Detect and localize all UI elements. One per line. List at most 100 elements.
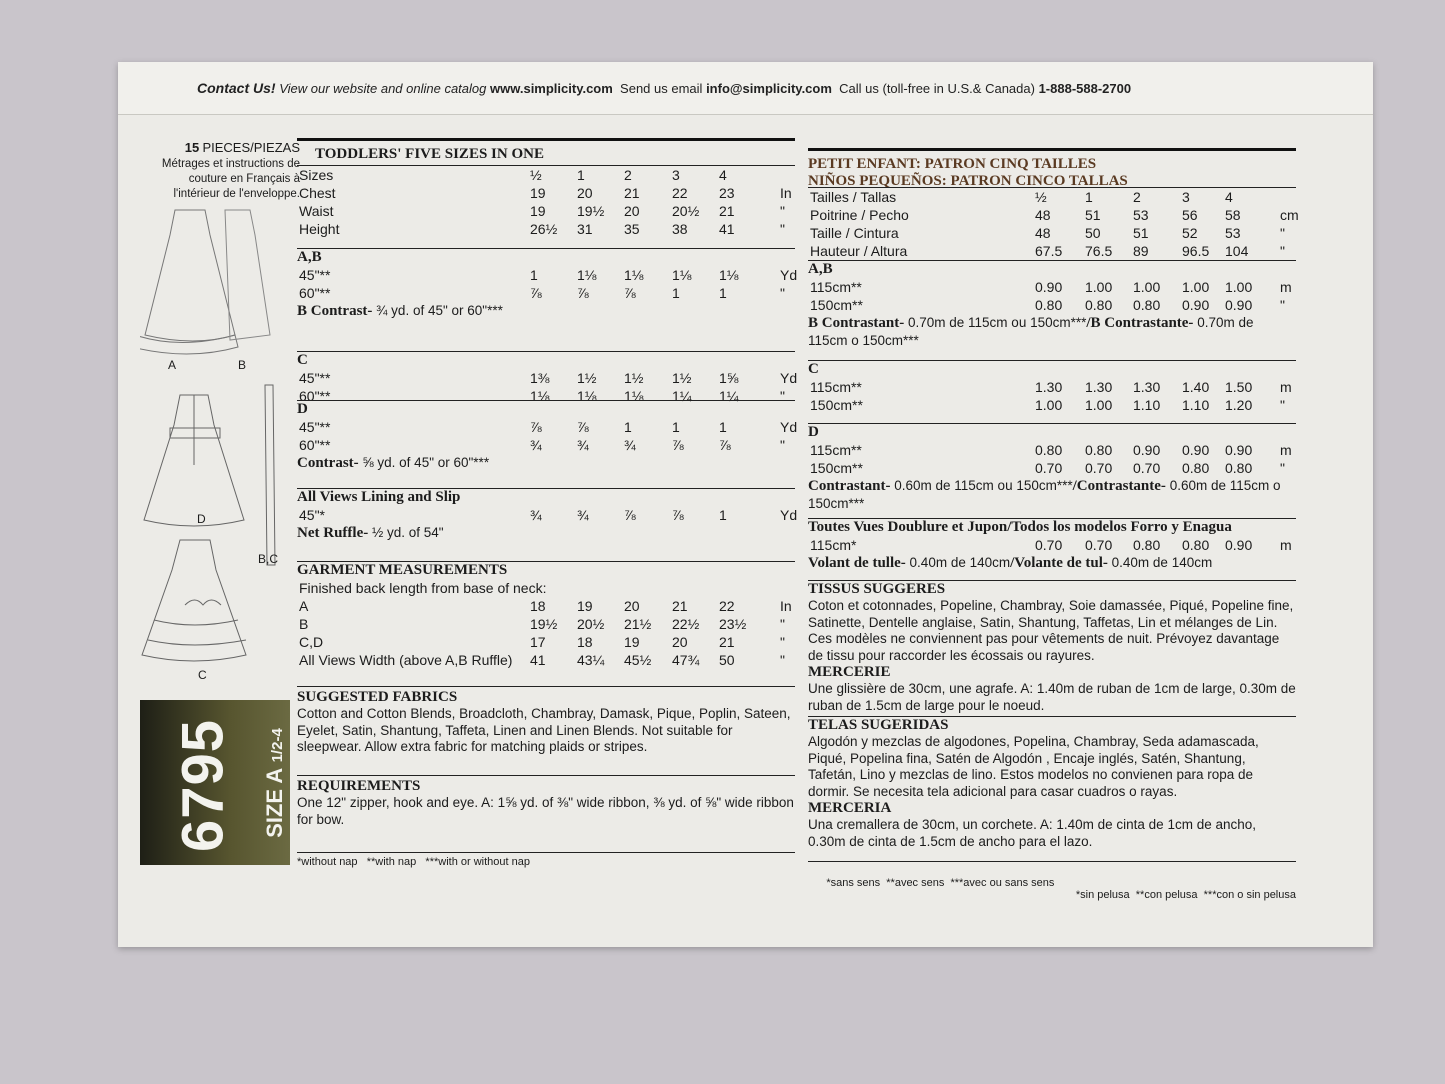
cell-value: 23½ <box>719 616 747 632</box>
requirements-text: One 12" zipper, hook and eye. A: 1⅝ yd. … <box>297 795 794 827</box>
unit-label: " <box>780 652 785 668</box>
cell-value: 43¼ <box>577 652 605 668</box>
pattern-number: 6795 <box>170 718 236 853</box>
view-c-dress-sketch <box>141 539 247 662</box>
fabric-section: C 115cm** 1.30 1.30 1.30 1.40 1.50 m 150cm** 1.00… <box>808 360 1296 414</box>
unit-label: " <box>780 285 785 301</box>
note-text: 0.60m de 115cm o 150cm*** <box>808 478 1281 511</box>
cell-value: 1.30 <box>1035 379 1063 395</box>
cell-value: 1.00 <box>1225 279 1253 295</box>
unit-label: " <box>780 203 785 219</box>
unit-label: Yd <box>780 370 798 386</box>
table-row: 45"* ¾ ¾ ⅞ ⅞ 1 Yd <box>297 506 797 524</box>
cell-value: 1.30 <box>1133 379 1161 395</box>
fabric-section: GARMENT MEASUREMENTS Finished back length… <box>297 561 795 669</box>
unit-label: m <box>1280 537 1292 553</box>
cell-value: 19 <box>577 598 593 614</box>
cell-value: 0.80 <box>1182 460 1210 476</box>
cell-value: 38 <box>672 221 688 237</box>
cell-value: 0.80 <box>1035 442 1063 458</box>
foreign-footnote: *sans sens **avec sens ***avec ou sans s… <box>808 861 1296 913</box>
unit-label: In <box>780 598 792 614</box>
english-body-measurements: Sizes ½ 1 2 3 4 Chest 19 20 21 22 23 In Waist 19 19½ 20 2… <box>297 165 795 238</box>
unit-label: " <box>780 221 785 237</box>
cell-value: 1 <box>530 267 538 283</box>
cell-value: 1.00 <box>1133 279 1161 295</box>
size-letter: SIZE A <box>262 768 287 838</box>
note-bold: /Contrastante- <box>1072 478 1166 494</box>
telas-heading: TELAS SUGERIDAS <box>808 717 949 733</box>
table-row: Waist 19 19½ 20 20½ 21 " <box>297 202 795 220</box>
fabric-section: A,B 45"** 1 1⅛ 1⅛ 1⅛ 1⅛ Yd 60"** ⅞ ⅞ ⅞ 1 1 " B Contrast… <box>297 248 797 320</box>
row-label: 45"* <box>299 507 325 523</box>
view-label-bc: B,C <box>258 552 279 566</box>
cell-value: 22 <box>719 598 735 614</box>
cell-value: 1⅛ <box>719 267 739 283</box>
view-label-c: C <box>198 668 207 682</box>
note-text: ½ yd. of 54" <box>368 525 444 540</box>
cell-value: 56 <box>1182 207 1198 223</box>
suggested-fabrics-text: Cotton and Cotton Blends, Broadcloth, Ch… <box>297 706 791 754</box>
cell-value: 53 <box>1225 225 1241 241</box>
cell-value: 0.70 <box>1085 460 1113 476</box>
note-text: ¾ yd. of 45" or 60"*** <box>372 303 503 318</box>
cell-value: 31 <box>577 221 593 237</box>
cell-value: 2 <box>1133 189 1141 205</box>
english-title-block: TODDLERS' FIVE SIZES IN ONE <box>297 138 795 163</box>
row-label: A <box>299 598 309 614</box>
view-label-b: B <box>238 358 247 372</box>
cell-value: ⅞ <box>530 419 542 435</box>
unit-label: " <box>780 437 785 453</box>
note-text: 0.60m de 115cm ou 150cm*** <box>890 478 1073 493</box>
cell-value: 0.90 <box>1133 442 1161 458</box>
cell-value: 1 <box>719 419 727 435</box>
cell-value: 1.30 <box>1085 379 1113 395</box>
garment-illustrations <box>140 209 276 662</box>
table-row: 60"** ⅞ ⅞ ⅞ 1 1 " <box>297 284 795 302</box>
cell-value: 76.5 <box>1085 243 1113 259</box>
pattern-envelope-back <box>118 62 1373 947</box>
cell-value: 0.80 <box>1035 297 1063 313</box>
cell-value: 17 <box>530 634 546 650</box>
cell-value: 45½ <box>624 652 652 668</box>
view-b-dress-sketch <box>224 209 271 341</box>
pieces-count: 15 <box>184 140 200 155</box>
note-bold: /Volante de tul- <box>1010 555 1108 571</box>
contact-bar: Contact Us! View our website and online … <box>197 80 1131 96</box>
row-label: Poitrine / Pecho <box>810 207 909 223</box>
row-label: Tailles / Tallas <box>810 189 897 205</box>
french-title: PETIT ENFANT: PATRON CINQ TAILLES <box>808 156 1097 172</box>
nap-footnote: *without nap **with nap ***with or witho… <box>297 856 530 868</box>
cell-value: 0.70 <box>1133 460 1161 476</box>
sash-sketch <box>264 384 276 566</box>
unit-label: " <box>1280 297 1285 313</box>
requirements-heading: REQUIREMENTS <box>297 778 421 794</box>
unit-label: m <box>1280 279 1292 295</box>
cell-value: 20½ <box>672 203 700 219</box>
fabric-section: D 45"** ⅞ ⅞ 1 1 1 Yd 60"** ¾ ¾ ¾ ⅞ ⅞ " Contrast- ⅝ yd. … <box>297 400 797 472</box>
cell-value: 1 <box>1085 189 1093 205</box>
cell-value: 1.00 <box>1085 397 1113 413</box>
table-row: 115cm* 0.70 0.70 0.80 0.80 0.90 m <box>808 536 1296 554</box>
table-row: 45"** 1⅜ 1½ 1½ 1½ 1⅝ Yd <box>297 369 798 387</box>
row-label: 45"** <box>299 370 331 386</box>
cell-value: 41 <box>719 221 735 237</box>
row-label: 150cm** <box>810 460 863 476</box>
cell-value: 3 <box>1182 189 1190 205</box>
cell-value: ⅞ <box>530 285 542 301</box>
table-row: All Views Width (above A,B Ruffle) 41 43¼ 4… <box>297 651 795 669</box>
pattern-number-logo: 6795 SIZE A 1/2-4 <box>140 700 290 865</box>
merceria-heading: MERCERIA <box>808 800 892 816</box>
cell-value: 18 <box>530 598 546 614</box>
cell-value: 20 <box>624 598 640 614</box>
cell-value: ¾ <box>577 507 589 523</box>
cell-value: 0.80 <box>1085 442 1113 458</box>
row-label: Height <box>299 221 340 237</box>
french-footnote: *sans sens **avec sens ***avec ou sans s… <box>826 877 1055 889</box>
cell-value: 1 <box>577 167 585 183</box>
telas-text: Algodón y mezclas de algodones, Popelina… <box>808 734 1259 799</box>
table-row: Sizes ½ 1 2 3 4 <box>297 166 795 184</box>
envelope-flap <box>118 62 1373 115</box>
cell-value: 1½ <box>624 370 644 386</box>
table-row: 150cm** 1.00 1.00 1.10 1.10 1.20 " <box>808 396 1296 414</box>
